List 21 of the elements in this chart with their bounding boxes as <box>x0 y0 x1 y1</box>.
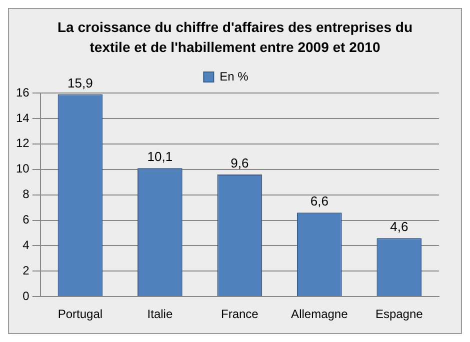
chart-title: La croissance du chiffre d'affaires des entreprises du textile et de l'habillement entre 2009 et 2010 <box>56 18 414 57</box>
y-tick-label: 16 <box>16 85 30 100</box>
data-label: 15,9 <box>68 75 93 90</box>
y-tick-label: 6 <box>22 212 30 227</box>
y-tick-label: 8 <box>22 187 30 202</box>
data-label: 6,6 <box>310 194 328 209</box>
x-tick-label: Allemagne <box>291 307 348 322</box>
y-tick-label: 14 <box>16 110 30 125</box>
y-tick-label: 0 <box>22 288 30 303</box>
y-tick-label: 10 <box>16 162 30 176</box>
legend-label: En % <box>220 69 249 84</box>
data-label: 10,1 <box>147 149 173 164</box>
data-label: 4,6 <box>390 219 408 234</box>
y-tick-label: 12 <box>16 136 30 150</box>
y-tick-label: 4 <box>22 238 30 252</box>
y-tick-label: 2 <box>22 263 30 278</box>
x-tick-label: Italie <box>147 307 173 322</box>
data-label: 9,6 <box>230 156 249 171</box>
x-tick-label: France <box>220 307 259 322</box>
x-tick-label: Espagne <box>375 307 424 322</box>
x-tick-label: Portugal <box>58 307 103 322</box>
